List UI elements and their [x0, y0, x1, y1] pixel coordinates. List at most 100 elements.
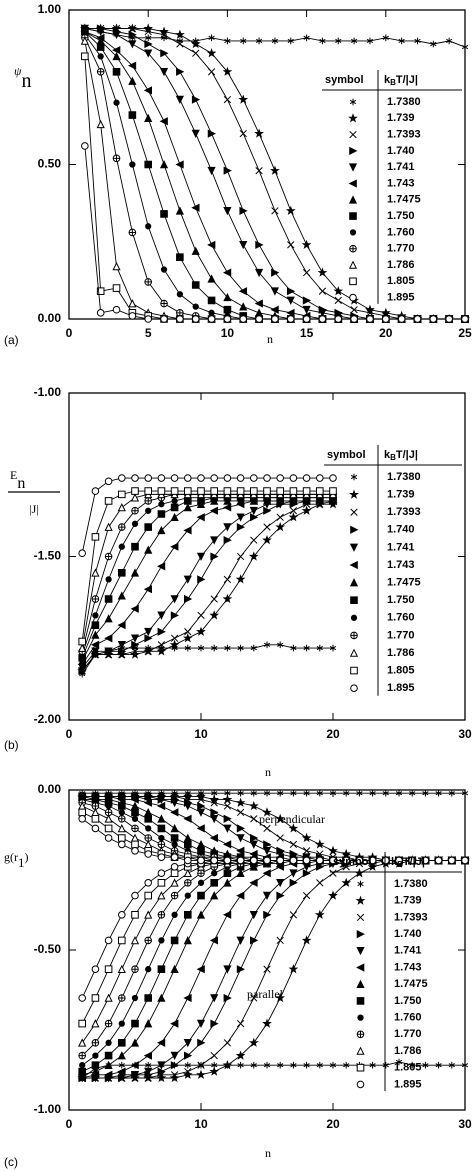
data-point	[131, 911, 139, 919]
legend-symbol	[349, 560, 358, 570]
data-point	[250, 994, 258, 1002]
annotation: parallel	[247, 987, 284, 1001]
data-point	[209, 794, 220, 804]
legend-symbol	[350, 508, 358, 516]
legend-label: 1.739	[394, 895, 422, 907]
data-point	[263, 487, 271, 495]
data-point	[130, 935, 140, 945]
data-point	[91, 630, 100, 639]
data-point	[395, 856, 403, 865]
data-point	[144, 994, 152, 1002]
legend-header-end: T/|J|	[396, 449, 418, 461]
data-point	[286, 308, 295, 317]
data-point	[143, 86, 152, 95]
legend-label: 1.805	[387, 665, 415, 677]
data-point	[382, 789, 389, 797]
data-point	[112, 306, 121, 314]
legend-label: 1.741	[387, 161, 415, 173]
data-point	[343, 1061, 350, 1069]
data-point	[270, 305, 279, 314]
data-point	[104, 814, 113, 823]
data-point	[302, 305, 311, 315]
data-point	[286, 296, 295, 305]
data-point	[236, 846, 245, 855]
data-point	[156, 562, 166, 571]
data-point	[209, 833, 218, 843]
data-point	[117, 1051, 126, 1060]
data-point	[184, 879, 192, 887]
data-point	[461, 1061, 469, 1069]
data-point	[208, 309, 215, 316]
legend-header: kBT/|J|	[391, 856, 425, 869]
data-point	[409, 1061, 416, 1069]
legend-label: 1.7393	[394, 911, 428, 923]
data-point	[435, 789, 442, 797]
y-axis-label-main: E	[10, 468, 17, 482]
data-point	[222, 1060, 233, 1070]
data-point	[91, 595, 100, 603]
legend-header-end: T/|J|	[396, 74, 418, 86]
data-point	[144, 807, 153, 817]
data-point	[184, 474, 192, 482]
data-point	[255, 167, 263, 175]
data-point	[254, 268, 264, 278]
data-point	[117, 792, 126, 801]
data-point	[289, 487, 298, 495]
data-point	[78, 815, 87, 823]
data-point	[105, 576, 112, 583]
data-point	[288, 823, 299, 833]
data-point	[277, 1061, 284, 1069]
data-point	[157, 965, 166, 973]
data-point	[329, 1061, 337, 1069]
data-point	[249, 506, 258, 516]
legend-symbol	[357, 1014, 364, 1021]
data-point	[236, 474, 245, 482]
data-point	[382, 856, 390, 865]
data-point	[184, 594, 193, 604]
data-point	[144, 634, 153, 643]
legend-symbol	[349, 146, 358, 156]
legend-label: 1.741	[394, 945, 422, 957]
data-point	[144, 27, 152, 36]
data-point	[350, 315, 358, 323]
data-point	[250, 644, 257, 652]
data-point	[145, 966, 152, 973]
legend-label: 1.743	[394, 961, 422, 973]
data-point	[207, 68, 216, 76]
legend-symbol	[349, 212, 357, 220]
data-point	[128, 299, 137, 308]
data-point	[250, 789, 257, 797]
data-point	[144, 49, 153, 58]
data-point	[333, 286, 344, 296]
data-point	[170, 869, 179, 877]
data-point	[223, 166, 232, 175]
legend-symbol	[356, 1080, 365, 1089]
data-point	[222, 66, 233, 76]
data-point	[159, 160, 169, 169]
data-point	[158, 937, 165, 944]
data-point	[144, 39, 153, 49]
legend-symbol	[356, 913, 365, 922]
data-point	[160, 210, 168, 218]
data-point	[78, 549, 87, 557]
data-point	[196, 1069, 206, 1079]
data-point	[117, 1067, 126, 1076]
data-point	[448, 789, 455, 797]
data-point	[409, 789, 416, 797]
data-point	[222, 840, 232, 849]
data-point	[239, 241, 248, 250]
data-point	[170, 936, 179, 945]
data-point	[276, 487, 284, 495]
legend-label: 1.760	[387, 612, 415, 624]
data-point	[170, 611, 180, 620]
data-point	[250, 833, 259, 843]
data-point	[270, 287, 280, 296]
data-point	[414, 37, 421, 45]
data-point	[157, 795, 166, 805]
data-point	[157, 627, 166, 636]
legend-header: symbol	[333, 856, 372, 868]
data-point	[156, 801, 166, 811]
data-point	[145, 825, 152, 832]
data-point	[301, 935, 312, 945]
data-point	[91, 487, 100, 495]
